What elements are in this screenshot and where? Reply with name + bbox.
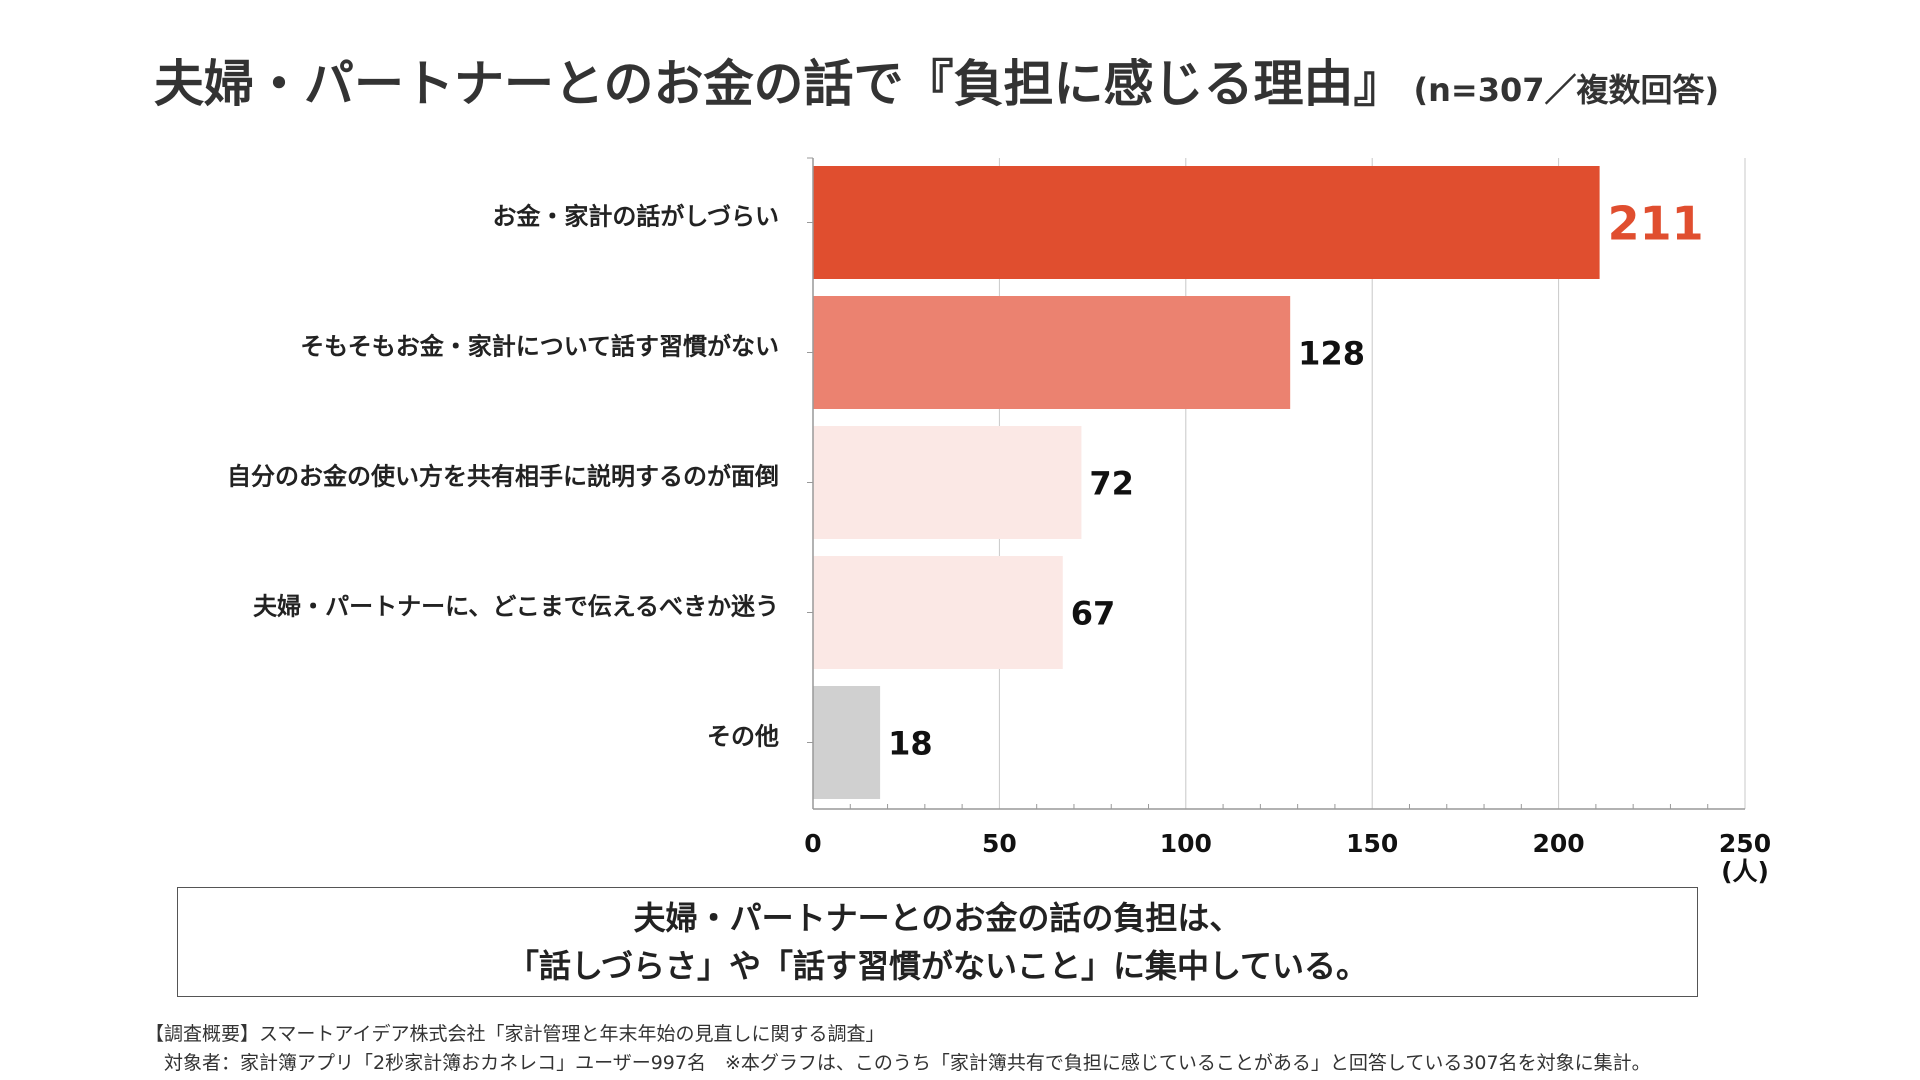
data-label: 72 (1089, 465, 1134, 503)
x-tick-label: 100 (1160, 829, 1212, 858)
category-label: お金・家計の話がしづらい (492, 203, 779, 231)
data-label: 18 (888, 725, 933, 763)
x-tick-label: 0 (804, 829, 821, 858)
summary-line-1: 夫婦・パートナーとのお金の話の負担は、 (633, 899, 1242, 937)
data-label: 128 (1298, 335, 1365, 373)
footnote-survey: 【調査概要】スマートアイデア株式会社「家計管理と年末年始の見直しに関する調査」 (145, 1023, 885, 1045)
title-main: 夫婦・パートナーとのお金の話で『負担に感じる理由』 (154, 55, 1404, 113)
category-label: 夫婦・パートナーに、どこまで伝えるべきか迷う (253, 593, 779, 621)
summary-line-2: 「話しづらさ」や「話す習慣がないこと」に集中している。 (506, 947, 1369, 985)
x-tick-label: 50 (982, 829, 1017, 858)
title-sub: (n=307／複数回答) (1413, 71, 1720, 109)
x-tick-label: 250 (1719, 829, 1771, 858)
category-label: 自分のお金の使い方を共有相手に説明するのが面倒 (227, 463, 779, 491)
footnote-target: 対象者：家計簿アプリ「2秒家計簿おカネレコ」ユーザー997名 ※本グラフは、この… (164, 1052, 1651, 1074)
bar (813, 556, 1063, 669)
bar-chart: 0 50 100 150 200 250(人) 211 お金・家計の話がしづらい 128 そもそも… (227, 157, 1771, 886)
bar (813, 686, 881, 799)
summary-box: 夫婦・パートナーとのお金の話の負担は、 「話しづらさ」や「話す習慣がないこと」に… (177, 887, 1698, 997)
category-label: その他 (707, 723, 779, 751)
data-label: 211 (1608, 197, 1704, 251)
bar (813, 426, 1082, 539)
bar (813, 166, 1600, 279)
x-tick-label: 200 (1533, 829, 1585, 858)
chart-title: 夫婦・パートナーとのお金の話で『負担に感じる理由』 (n=307／複数回答) (154, 44, 1719, 116)
data-label: 67 (1071, 595, 1116, 633)
category-label: そもそもお金・家計について話す習慣がない (300, 333, 779, 361)
bar (813, 296, 1291, 409)
x-unit-label: (人) (1721, 857, 1769, 886)
x-tick-label: 150 (1346, 829, 1398, 858)
